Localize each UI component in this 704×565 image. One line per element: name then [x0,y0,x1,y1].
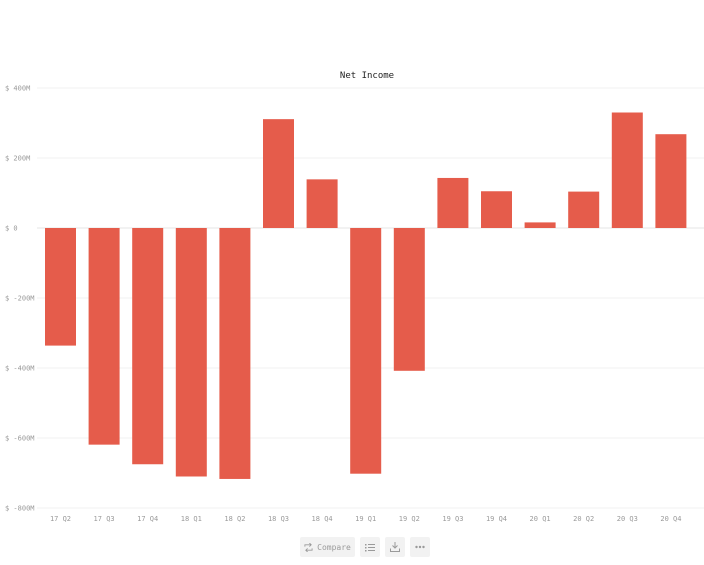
y-tick-label: $ 0 [5,225,18,233]
bar[interactable] [88,228,120,445]
more-button[interactable] [410,537,430,557]
bar[interactable] [45,228,76,346]
list-button[interactable] [360,537,380,557]
bar[interactable] [175,228,207,477]
x-tick-label: 19 Q4 [486,515,507,523]
y-tick-label: $ -600M [5,435,35,443]
y-axis: $ 400M $ 200M $ 0 $ -200M $ -400M $ -600M $ -8… [5,85,35,513]
x-tick-label: 18 Q2 [224,515,245,523]
x-tick-label: 17 Q2 [50,515,71,523]
download-icon [390,542,400,552]
x-axis: 17 Q2 17 Q3 17 Q4 18 Q1 18 Q2 18 Q3 18 Q4 19 Q1… [50,515,681,523]
x-tick-label: 19 Q1 [355,515,376,523]
x-tick-label: 20 Q1 [530,515,551,523]
x-tick-label: 17 Q4 [137,515,158,523]
bar[interactable] [350,228,382,474]
list-icon [365,543,375,551]
x-tick-label: 18 Q1 [181,515,202,523]
bar[interactable] [132,228,164,465]
bar[interactable] [568,191,600,228]
bar[interactable] [524,222,556,228]
more-icon [415,545,425,549]
chart-toolbar: Compare [300,537,430,557]
bar[interactable] [393,228,425,371]
x-tick-label: 18 Q3 [268,515,289,523]
y-tick-label: $ -200M [5,295,35,303]
x-tick-label: 18 Q4 [312,515,333,523]
x-tick-label: 20 Q3 [617,515,638,523]
x-tick-label: 19 Q3 [442,515,463,523]
bar[interactable] [481,191,512,228]
compare-icon [304,542,313,552]
y-tick-label: $ 200M [5,155,30,163]
bar[interactable] [611,112,643,229]
x-tick-label: 17 Q3 [94,515,115,523]
bar[interactable] [655,134,687,228]
y-tick-label: $ -800M [5,505,35,513]
bar[interactable] [306,179,338,228]
y-tick-label: $ -400M [5,365,35,373]
x-tick-label: 20 Q2 [573,515,594,523]
y-tick-label: $ 400M [5,85,30,93]
bar[interactable] [437,177,469,228]
bar[interactable] [263,119,294,228]
compare-label: Compare [317,542,351,552]
compare-button[interactable]: Compare [300,537,355,557]
bar[interactable] [219,228,251,479]
bars [45,112,687,479]
download-button[interactable] [385,537,405,557]
x-tick-label: 20 Q4 [660,515,681,523]
chart-title: Net Income [340,71,394,81]
x-tick-label: 19 Q2 [399,515,420,523]
net-income-chart: Net Income $ 400M $ 200M $ 0 $ -200M $ -400M… [5,71,704,523]
